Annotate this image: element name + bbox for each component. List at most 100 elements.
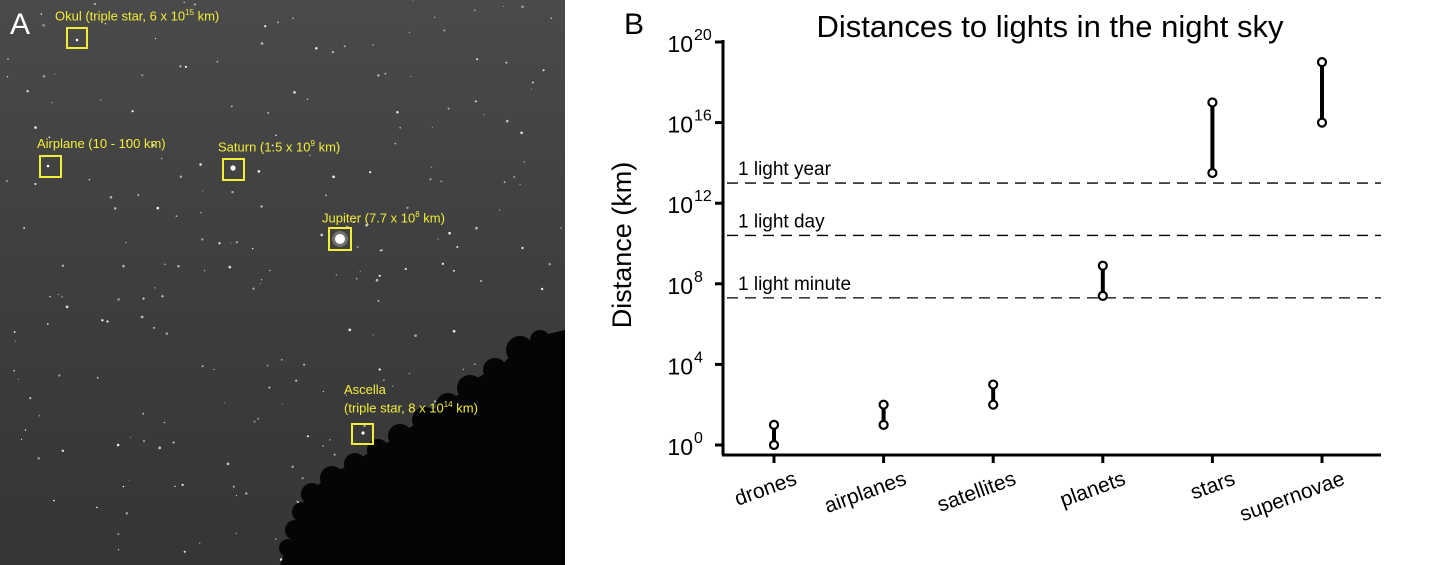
star-dot [54, 73, 56, 75]
range-high-point [1316, 57, 1328, 68]
star-dot [163, 421, 166, 424]
star-dot [483, 113, 485, 116]
y-tick-label: 10 [667, 31, 693, 57]
star-dot [40, 13, 43, 15]
star-dot [372, 334, 374, 336]
x-tick-label-drones: drones [731, 467, 799, 511]
star-dot [201, 365, 204, 368]
star-dot [165, 332, 169, 335]
star-dot [61, 449, 65, 453]
star-dot [198, 542, 201, 544]
star-dot [303, 363, 306, 366]
star-dot [378, 368, 381, 371]
star-dot [473, 9, 476, 12]
reference-line-label: 1 light day [738, 211, 825, 232]
star-dot [275, 134, 277, 137]
star-dot [235, 240, 239, 244]
star-dot [372, 44, 374, 46]
saturn-marker [222, 158, 245, 181]
star-dot [369, 171, 372, 174]
night-sky-image [5, 0, 565, 565]
star-dot [38, 415, 40, 417]
star-dot [476, 58, 479, 61]
star-dot [109, 195, 113, 199]
star-dot [230, 242, 232, 244]
star-dot [433, 400, 437, 403]
star-dot [257, 417, 260, 420]
star-dot [268, 386, 271, 389]
airplane-label: Airplane (10 - 100 km) [37, 136, 166, 151]
y-tick-exponent: 0 [694, 430, 703, 447]
star-dot [216, 60, 219, 63]
star-dot [281, 403, 283, 405]
y-tick-exponent: 4 [694, 349, 703, 366]
star-dot [179, 65, 182, 68]
star-dot [448, 231, 451, 235]
star-dot [505, 119, 509, 123]
star-dot [177, 265, 180, 268]
star-dot [447, 107, 450, 110]
star-dot [531, 81, 534, 84]
star-dot [560, 227, 562, 229]
star-dot [325, 194, 327, 197]
star-dot [20, 438, 23, 441]
star-dot [410, 75, 412, 77]
star-dot [353, 221, 355, 223]
reference-lines: 1 light year 1 light day 1 light minute [727, 159, 1381, 299]
star-dot [264, 25, 267, 28]
y-tick-exponent: 12 [694, 188, 712, 205]
star-dot [122, 485, 125, 488]
star-dot [88, 178, 91, 181]
star-dot [151, 143, 155, 147]
star-dot [42, 75, 46, 78]
star-dot [26, 89, 29, 93]
star-dot [345, 394, 348, 396]
star-dot [479, 279, 483, 283]
range-high-point [1207, 97, 1218, 108]
star-dot [381, 249, 383, 251]
tree-silhouette [279, 330, 565, 565]
star-dot [213, 368, 215, 371]
star-dot [301, 477, 304, 480]
star-dot [377, 299, 380, 302]
star-dot [540, 287, 544, 291]
star-dot [172, 441, 175, 444]
star-dot [260, 42, 264, 45]
star-dot [24, 429, 27, 431]
star-dot [13, 370, 15, 372]
star-dot [34, 126, 37, 129]
star-dot [61, 264, 65, 267]
y-tick-label: 10 [667, 273, 693, 299]
star-dot [131, 110, 134, 113]
star-dot [260, 279, 263, 281]
star-dot [245, 492, 248, 495]
y-tick-label: 10 [667, 353, 693, 379]
star-dot [335, 274, 338, 276]
star-dot [137, 193, 140, 196]
star-dot [154, 287, 156, 289]
star-dot [48, 136, 51, 139]
star-dot [42, 23, 45, 27]
star-dot [259, 283, 261, 285]
star-dot [377, 74, 380, 77]
star-dot [332, 175, 335, 179]
airplane-marker [39, 155, 62, 178]
star-dot [260, 205, 263, 208]
star-dot [452, 269, 455, 272]
star-dot [320, 233, 324, 237]
star-dot [279, 558, 283, 561]
star-dot [226, 462, 230, 466]
star-dot [391, 385, 394, 387]
star-dot [408, 373, 410, 375]
star-dot [414, 334, 417, 337]
star-dot [218, 242, 221, 245]
star-dot [51, 102, 53, 104]
y-tick-label: 10 [667, 112, 693, 138]
star-dot [378, 274, 381, 277]
star-dot [142, 297, 145, 300]
star-dot [53, 499, 55, 502]
star-dot [295, 379, 298, 382]
star-dot [96, 376, 99, 379]
star-dot [269, 269, 271, 272]
star-dot [474, 100, 477, 103]
